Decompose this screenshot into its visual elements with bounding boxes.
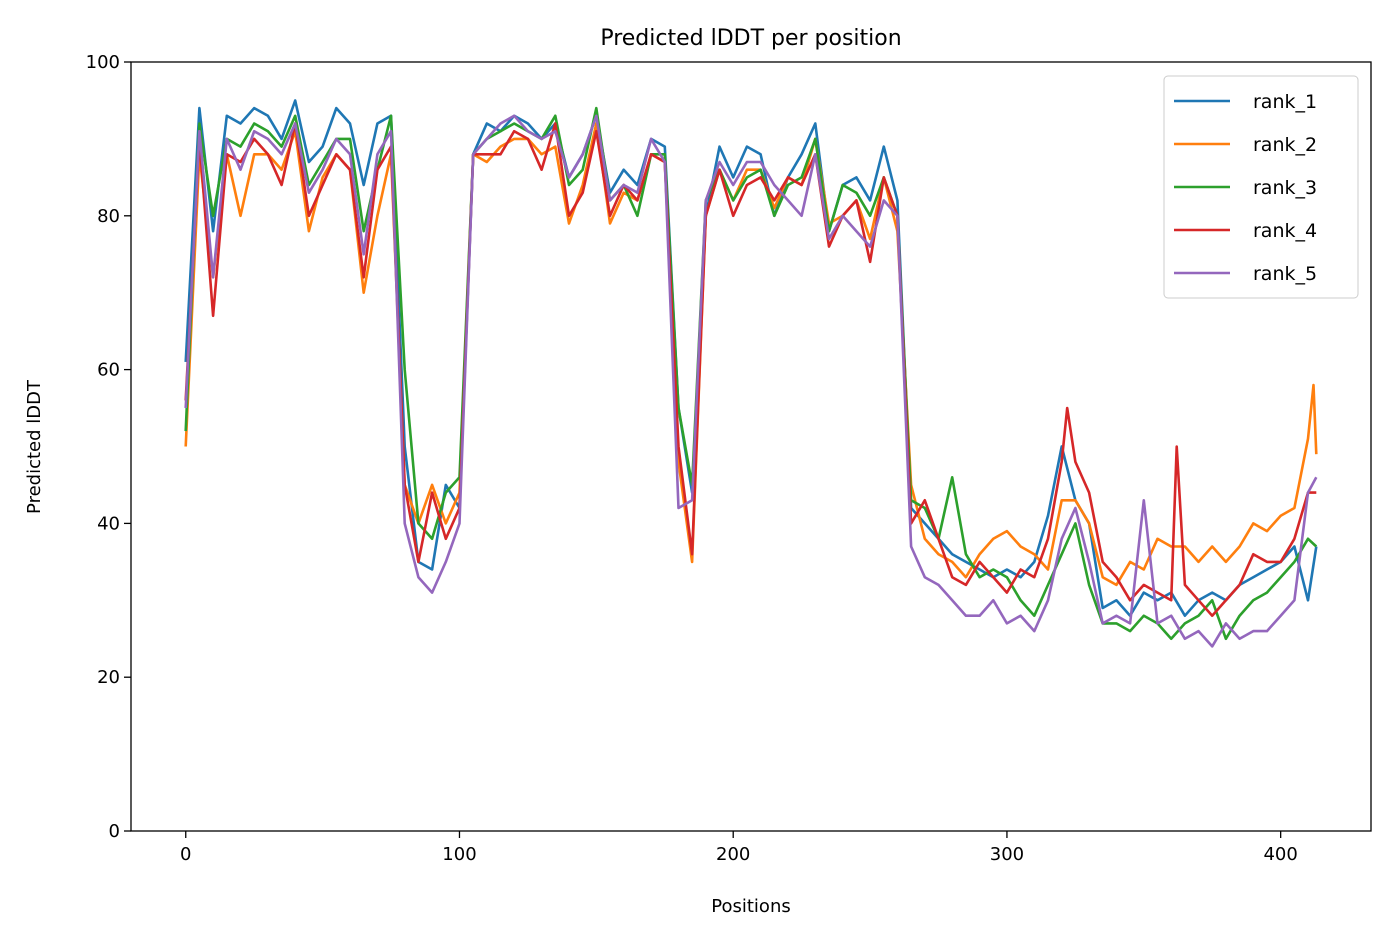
series-line-rank_5 (184, 114, 1318, 648)
y-tick-label: 80 (97, 206, 120, 227)
legend-box (1163, 75, 1359, 299)
legend-label: rank_5 (1253, 263, 1317, 285)
series-lines (184, 99, 1318, 648)
x-tick-label: 200 (716, 844, 750, 865)
x-tick-label: 100 (442, 844, 476, 865)
y-tick-label: 0 (109, 821, 120, 842)
legend: rank_1 rank_2 rank_3 rank_4 rank_5 (1163, 75, 1359, 299)
x-tick-label: 300 (990, 844, 1024, 865)
x-axis-label: Positions (711, 896, 790, 917)
x-tick-label: 400 (1263, 844, 1297, 865)
plot-frame (130, 61, 1372, 832)
x-tick-label: 0 (180, 844, 191, 865)
y-tick-label: 20 (97, 667, 120, 688)
y-tick-label: 100 (86, 52, 120, 73)
legend-label: rank_1 (1253, 91, 1317, 113)
chart-title: Predicted lDDT per position (600, 26, 901, 51)
series-line-rank_4 (184, 122, 1317, 617)
axis-ticks: 0 100 200 300 400 0 20 40 60 80 100 (86, 52, 1298, 865)
legend-label: rank_3 (1253, 177, 1317, 199)
y-axis-label: Predicted lDDT (24, 379, 45, 514)
y-tick-label: 60 (97, 360, 120, 381)
legend-label: rank_2 (1253, 134, 1317, 156)
y-tick-label: 40 (97, 513, 120, 534)
legend-label: rank_4 (1253, 220, 1317, 242)
